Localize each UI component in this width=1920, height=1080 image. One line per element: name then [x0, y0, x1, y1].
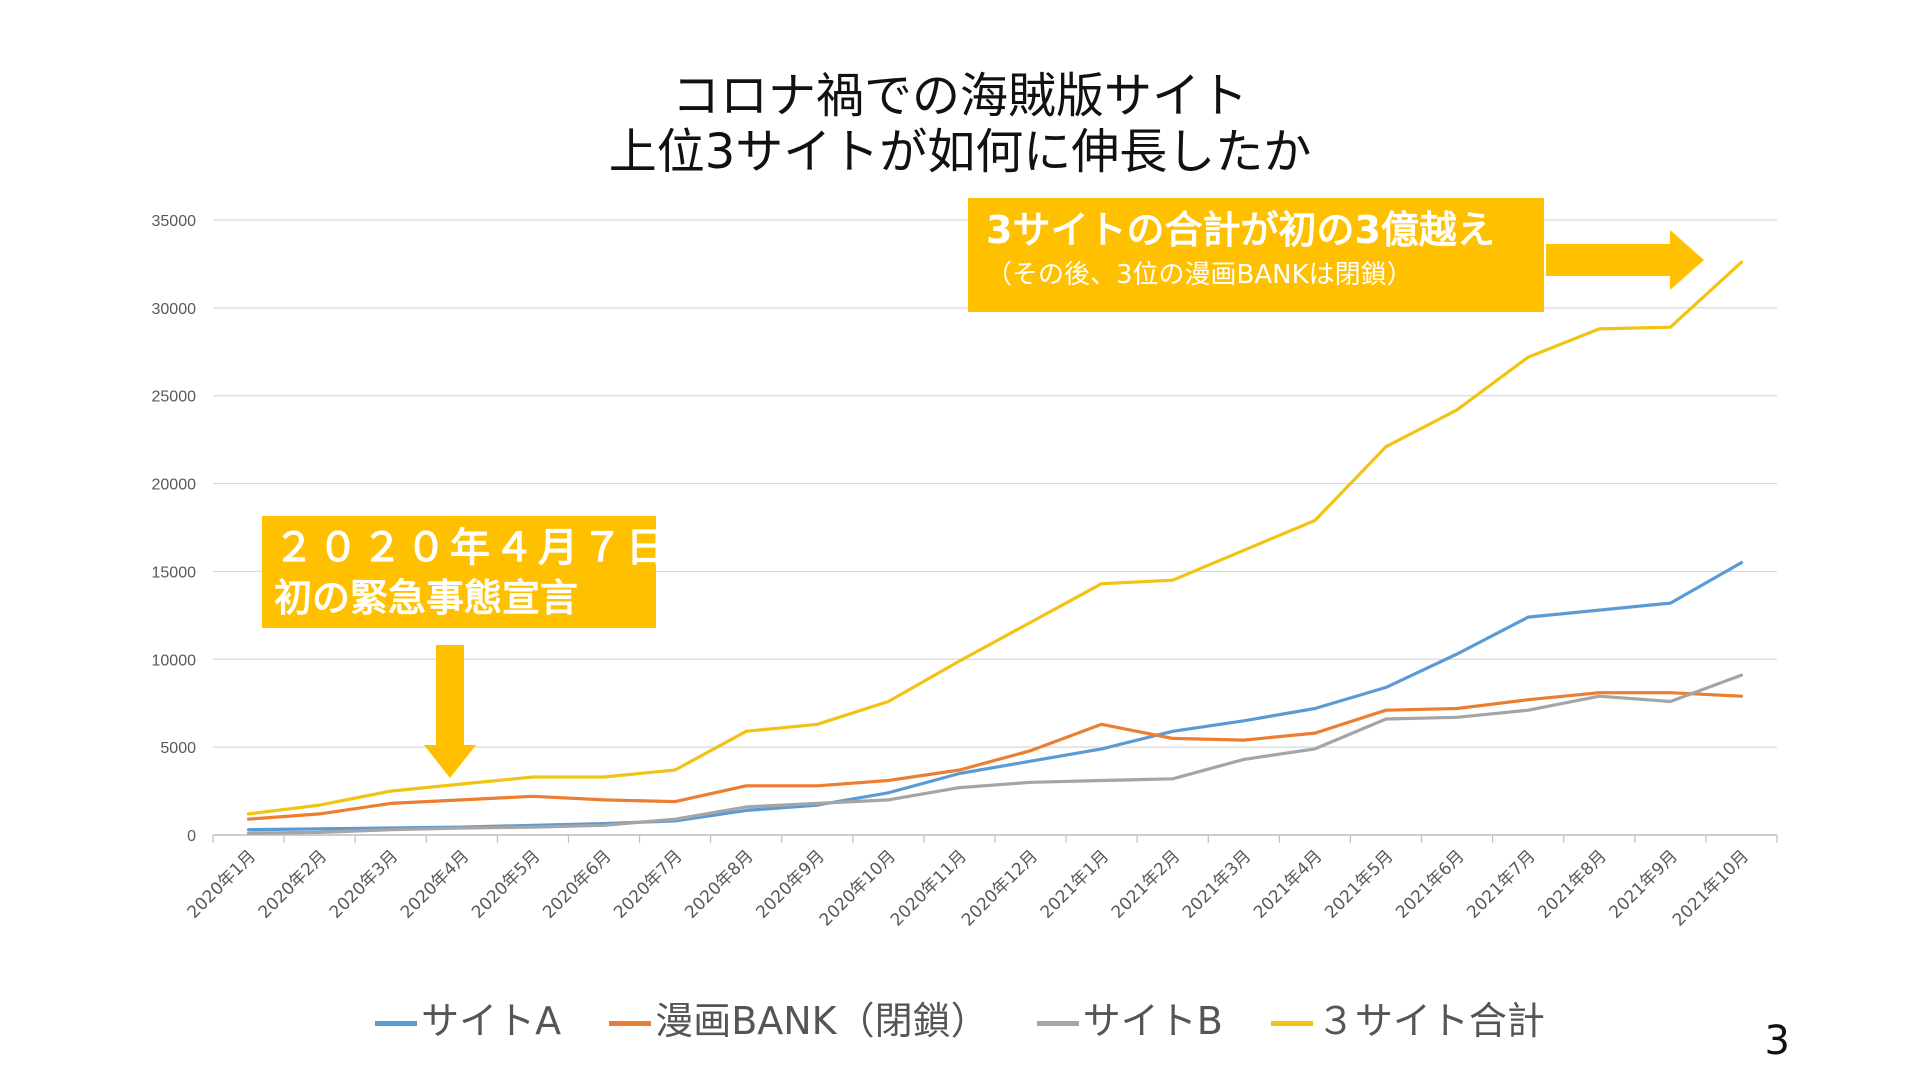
callout-total-main-text: 3サイトの合計が初の3億越え [986, 208, 1495, 252]
arrow-down-icon [424, 645, 476, 778]
x-tick-label: 2021年8月 [1534, 846, 1610, 922]
y-tick-label: 5000 [160, 740, 196, 757]
legend-label-manga-bank: 漫画BANK（閉鎖） [655, 999, 989, 1043]
x-tick-label: 2021年1月 [1037, 846, 1113, 922]
legend-swatch-total [1270, 1021, 1313, 1026]
arrow-right-icon [1546, 230, 1704, 290]
x-tick-label: 2021年2月 [1108, 846, 1184, 922]
x-tick-label: 2021年6月 [1392, 846, 1468, 922]
y-tick-label: 15000 [152, 564, 197, 581]
x-tick-label: 2021年10月 [1669, 846, 1753, 930]
x-tick-label: 2021年3月 [1179, 846, 1255, 922]
legend-label-site-a: サイトA [421, 999, 562, 1043]
x-tick-label: 2021年7月 [1463, 846, 1539, 922]
x-tick-label: 2021年5月 [1321, 846, 1397, 922]
callout-total-sub-text: （その後、3位の漫画BANKは閉鎖） [986, 260, 1413, 290]
y-tick-label: 10000 [152, 652, 197, 669]
x-tick-label: 2020年8月 [681, 846, 757, 922]
callout-total-300m: 3サイトの合計が初の3億越え （その後、3位の漫画BANKは閉鎖） [968, 198, 1544, 312]
callout-emergency-declaration: ２０２０年４月７日 初の緊急事態宣言 [262, 516, 666, 628]
series-line-3 [246, 260, 1744, 816]
page-number: 3 [1764, 1018, 1790, 1064]
x-tick-label: 2021年9月 [1605, 846, 1681, 922]
chart-legend: サイトA 漫画BANK（閉鎖） サイトB ３サイト合計 [0, 990, 1920, 1045]
chart-title: コロナ禍での海賊版サイト 上位3サイトが如何に伸長したか [0, 68, 1920, 180]
series-line-2 [246, 673, 1744, 835]
legend-item-manga-bank: 漫画BANK（閉鎖） [609, 990, 989, 1045]
y-tick-label: 30000 [152, 301, 197, 318]
x-tick-label: 2020年1月 [184, 846, 260, 922]
callout-emergency-date: ２０２０年４月７日 [274, 525, 670, 571]
legend-swatch-site-a [375, 1021, 418, 1026]
x-tick-label: 2020年2月 [255, 846, 331, 922]
chart-title-line-1: コロナ禍での海賊版サイト [671, 68, 1248, 124]
y-tick-label: 0 [187, 828, 196, 845]
legend-item-site-a: サイトA [375, 990, 561, 1045]
x-tick-label: 2020年4月 [397, 846, 473, 922]
chart-title-line-2: 上位3サイトが如何に伸長したか [608, 124, 1312, 180]
x-tick-label: 2020年5月 [468, 846, 544, 922]
x-tick-label: 2020年9月 [752, 846, 828, 922]
x-tick-label: 2020年6月 [539, 846, 615, 922]
x-tick-label: 2021年4月 [1250, 846, 1326, 922]
y-tick-label: 20000 [152, 477, 197, 494]
callout-emergency-text: 初の緊急事態宣言 [274, 576, 579, 620]
x-tick-label: 2020年7月 [610, 846, 686, 922]
series-line-1 [246, 691, 1744, 821]
y-tick-label: 25000 [152, 389, 197, 406]
x-tick-label: 2020年3月 [326, 846, 402, 922]
legend-swatch-site-b [1036, 1021, 1079, 1026]
legend-label-total: ３サイト合計 [1316, 999, 1545, 1043]
legend-item-site-b: サイトB [1036, 990, 1223, 1045]
y-tick-label: 35000 [152, 213, 197, 230]
legend-label-site-b: サイトB [1082, 999, 1223, 1043]
legend-item-total: ３サイト合計 [1270, 990, 1545, 1045]
x-tick-label: 2020年12月 [958, 846, 1042, 930]
legend-swatch-manga-bank [609, 1021, 652, 1026]
